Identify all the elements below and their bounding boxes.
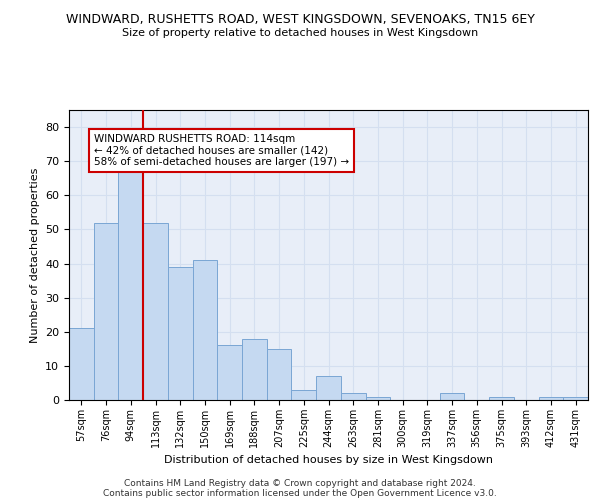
- Text: Contains HM Land Registry data © Crown copyright and database right 2024.: Contains HM Land Registry data © Crown c…: [124, 478, 476, 488]
- Bar: [193, 260, 217, 400]
- Bar: [168, 267, 193, 400]
- Bar: [292, 390, 316, 400]
- Text: Size of property relative to detached houses in West Kingsdown: Size of property relative to detached ho…: [122, 28, 478, 38]
- Text: Contains public sector information licensed under the Open Government Licence v3: Contains public sector information licen…: [103, 488, 497, 498]
- Bar: [539, 396, 563, 400]
- X-axis label: Distribution of detached houses by size in West Kingsdown: Distribution of detached houses by size …: [164, 456, 493, 466]
- Bar: [267, 349, 292, 400]
- Bar: [563, 396, 588, 400]
- Bar: [365, 396, 390, 400]
- Bar: [316, 376, 341, 400]
- Y-axis label: Number of detached properties: Number of detached properties: [29, 168, 40, 342]
- Text: WINDWARD RUSHETTS ROAD: 114sqm
← 42% of detached houses are smaller (142)
58% of: WINDWARD RUSHETTS ROAD: 114sqm ← 42% of …: [94, 134, 349, 167]
- Bar: [440, 393, 464, 400]
- Bar: [489, 396, 514, 400]
- Bar: [341, 393, 365, 400]
- Bar: [143, 222, 168, 400]
- Text: WINDWARD, RUSHETTS ROAD, WEST KINGSDOWN, SEVENOAKS, TN15 6EY: WINDWARD, RUSHETTS ROAD, WEST KINGSDOWN,…: [65, 12, 535, 26]
- Bar: [118, 164, 143, 400]
- Bar: [69, 328, 94, 400]
- Bar: [217, 346, 242, 400]
- Bar: [94, 222, 118, 400]
- Bar: [242, 338, 267, 400]
